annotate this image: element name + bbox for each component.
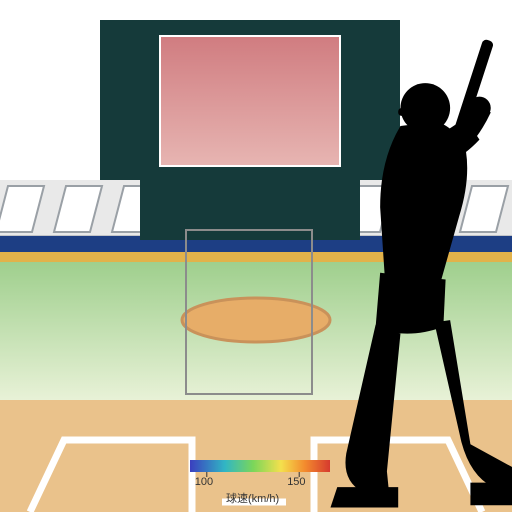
batter-silhouette: [300, 38, 512, 512]
pitch-speed-diagram: 100 150 球速(km/h): [0, 0, 512, 512]
speed-legend-tick: 150: [287, 476, 305, 488]
speed-legend-tick: 100: [195, 476, 213, 488]
speed-legend-label: 球速(km/h): [226, 490, 279, 506]
